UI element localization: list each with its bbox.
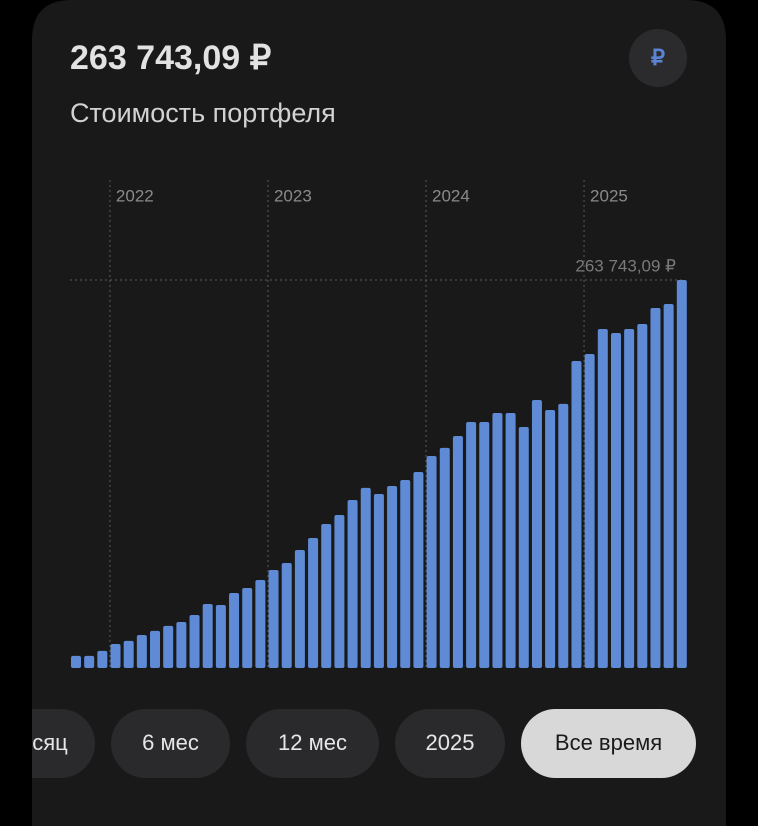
bar [610,333,621,668]
bar [426,456,437,668]
bar [663,304,674,668]
bar [387,486,398,668]
bar [518,427,529,668]
bar [400,479,411,668]
bar [150,630,161,668]
period-button[interactable] [395,709,505,778]
bar [439,447,450,668]
bar [597,329,608,668]
bar [242,587,253,668]
chart: 2022 2023 2024 2025 263 743,09 ₽ [70,180,687,668]
bar [84,655,95,668]
year-label: 2022 [116,186,154,205]
period-label: 6 мес [142,730,199,755]
bar [110,644,121,668]
bar [189,615,200,668]
period-label: 2025 [426,730,475,755]
bar [571,360,582,668]
bar [229,592,240,668]
portfolio-subtitle: Стоимость портфеля [70,98,336,128]
bar [308,537,319,668]
currency-button[interactable] [629,29,687,87]
bar [268,570,279,668]
bar [413,472,424,668]
bar [452,436,463,668]
bar [281,562,292,668]
bar [637,324,648,668]
bar [97,650,108,668]
portfolio-value: 263 743,09 ₽ [70,39,272,77]
max-label: 263 743,09 ₽ [575,256,676,275]
bar [492,413,503,668]
bar [558,403,569,668]
bar [650,308,661,668]
period-label: сяц [32,730,68,755]
period-label: Все время [555,730,662,755]
bar [373,493,384,668]
bar [294,550,305,668]
bar [466,422,477,668]
bar [176,621,187,668]
bar [215,605,226,668]
bar [347,499,358,668]
bar [255,580,266,668]
bar [136,635,147,668]
bar [676,280,687,668]
year-label: 2025 [590,186,628,205]
period-label: 12 мес [278,730,347,755]
bar [321,523,332,668]
year-label: 2023 [274,186,312,205]
period-button[interactable] [111,709,230,778]
bar [360,487,371,668]
bar [531,399,542,668]
bar [479,422,490,668]
bar [123,640,134,668]
period-button[interactable] [521,709,696,778]
bar [505,413,516,668]
bar [624,329,635,668]
period-button[interactable] [246,709,379,778]
bar [163,625,174,668]
bar [334,515,345,668]
period-button[interactable] [0,709,95,778]
bar [202,604,213,668]
currency-icon: ₽ [651,45,665,70]
year-label: 2024 [432,186,470,205]
bar [584,354,595,668]
bar [71,655,81,668]
period-buttons: сяц 6 мес 12 мес 2025 Все время [0,709,696,778]
bar [545,409,556,668]
